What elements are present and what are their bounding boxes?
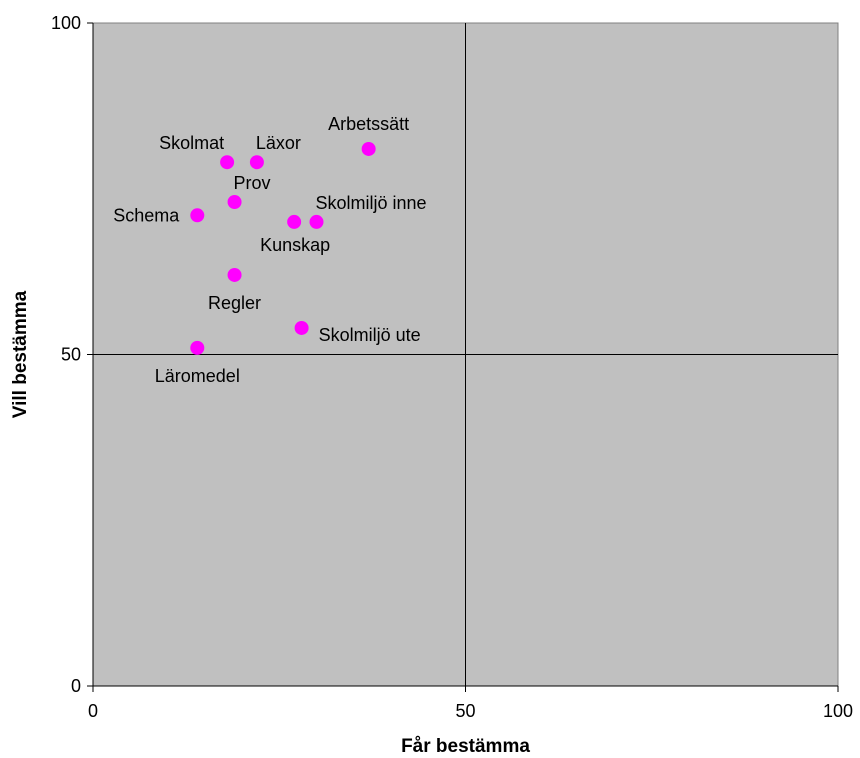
x-axis-title: Får bestämma (401, 736, 530, 757)
x-tick-label: 50 (455, 701, 475, 721)
data-point (220, 155, 235, 170)
point-label: Skolmiljö ute (319, 325, 421, 345)
data-point (190, 208, 205, 223)
point-label: Läromedel (155, 366, 240, 386)
point-label: Skolmat (159, 133, 224, 153)
y-tick-label: 50 (61, 345, 81, 365)
y-axis-title: Vill bestämma (10, 290, 31, 418)
data-point (227, 267, 242, 282)
y-tick-label: 100 (51, 13, 81, 33)
point-label: Kunskap (260, 235, 330, 255)
data-point (294, 320, 309, 335)
x-tick-label: 100 (823, 701, 853, 721)
point-label: Arbetssätt (328, 114, 409, 134)
gridlines (93, 23, 838, 686)
data-point (249, 155, 264, 170)
data-point (287, 214, 302, 229)
point-label: Schema (113, 205, 180, 225)
y-tick-label: 0 (71, 676, 81, 696)
point-label: Skolmiljö inne (316, 193, 427, 213)
data-points (190, 141, 376, 355)
data-point (361, 141, 376, 156)
point-label: Regler (208, 293, 261, 313)
data-point (190, 340, 205, 355)
point-label: Läxor (256, 133, 301, 153)
data-point (227, 195, 242, 210)
data-point (309, 214, 324, 229)
x-tick-label: 0 (88, 701, 98, 721)
axes: 0 50 100 0 50 100 (51, 13, 853, 721)
point-labels: Arbetssätt Skolmat Läxor Prov Schema Kunskap S… (113, 114, 426, 386)
point-label: Prov (234, 173, 271, 193)
